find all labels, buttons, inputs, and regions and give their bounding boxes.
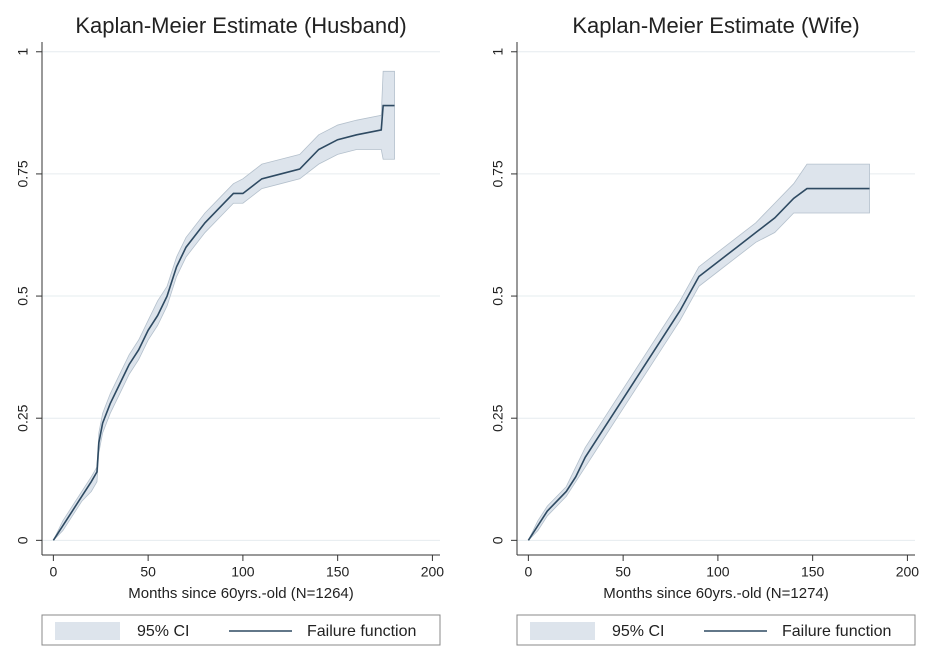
x-tick-label: 50 <box>615 564 631 580</box>
x-tick-label: 150 <box>326 564 350 580</box>
x-tick-label: 0 <box>524 564 532 580</box>
x-tick-label: 200 <box>421 564 445 580</box>
ci-band <box>528 163 870 541</box>
x-tick-label: 50 <box>140 564 156 580</box>
x-tick-label: 150 <box>801 564 825 580</box>
chart-title: Kaplan-Meier Estimate (Wife) <box>572 13 859 38</box>
y-tick-label: 1 <box>15 48 31 56</box>
y-tick-label: 0.25 <box>490 404 506 431</box>
legend-swatch <box>530 622 595 640</box>
legend-label: 95% CI <box>612 623 664 640</box>
x-tick-label: 0 <box>49 564 57 580</box>
x-axis-title: Months since 60yrs.-old (N=1264) <box>128 585 354 602</box>
y-tick-label: 0.75 <box>15 160 31 187</box>
legend-label: 95% CI <box>137 623 189 640</box>
y-tick-label: 0 <box>490 536 506 544</box>
y-tick-label: 0.75 <box>490 160 506 187</box>
ci-band <box>53 70 395 541</box>
x-tick-label: 100 <box>706 564 730 580</box>
legend-swatch <box>55 622 120 640</box>
failure-line <box>527 187 870 541</box>
y-tick-label: 0 <box>15 536 31 544</box>
failure-line <box>52 104 395 541</box>
x-tick-label: 100 <box>231 564 255 580</box>
x-tick-label: 200 <box>896 564 920 580</box>
legend-label: Failure function <box>307 623 416 640</box>
chart-title: Kaplan-Meier Estimate (Husband) <box>75 13 406 38</box>
y-tick-label: 1 <box>490 48 506 56</box>
y-tick-label: 0.5 <box>490 286 506 306</box>
y-tick-label: 0.25 <box>15 404 31 431</box>
legend-label: Failure function <box>782 623 891 640</box>
x-axis-title: Months since 60yrs.-old (N=1274) <box>603 585 829 602</box>
y-tick-label: 0.5 <box>15 286 31 306</box>
